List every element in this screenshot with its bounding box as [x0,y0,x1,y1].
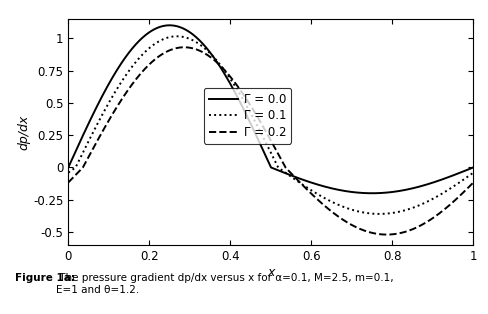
Γ = 0.2 [389,232,395,236]
Γ = 0.1 [389,211,395,215]
Γ = 0.0 [107,80,113,84]
Γ = 0.2 [470,181,476,184]
Line: Γ = 0.0: Γ = 0.0 [68,25,473,193]
X-axis label: x: x [267,266,275,279]
Γ = 0.0 [244,114,250,118]
Text: The pressure gradient dp/dx versus x for α=0.1, M=2.5, m=0.1,
E=1 and θ=1.2.: The pressure gradient dp/dx versus x for… [56,273,394,295]
Γ = 0.2 [65,181,71,184]
Γ = 0.0 [470,165,476,169]
Γ = 0.0 [369,191,375,195]
Γ = 0.2 [229,78,235,81]
Γ = 0.2 [344,220,350,224]
Y-axis label: dp/dx: dp/dx [17,114,30,149]
Γ = 0.2 [182,46,187,49]
Γ = 0.1 [107,100,113,103]
Γ = 0.1 [244,105,250,109]
Γ = 0.1 [65,171,71,175]
Γ = 0.1 [344,206,350,210]
Text: Figure 1a:: Figure 1a: [15,273,75,283]
Γ = 0.0 [344,189,350,193]
Line: Γ = 0.2: Γ = 0.2 [68,47,473,235]
Legend: Γ = 0.0, Γ = 0.1, Γ = 0.2: Γ = 0.0, Γ = 0.1, Γ = 0.2 [204,88,291,143]
Γ = 0.2 [244,98,250,102]
Γ = 0.2 [107,117,113,121]
Γ = 0.1 [382,212,388,216]
Γ = 0.2 [384,233,389,236]
Γ = 0.1 [229,80,235,84]
Γ = 0.0 [389,190,395,194]
Γ = 0.1 [376,212,382,216]
Γ = 0.2 [382,233,387,236]
Γ = 0.0 [382,191,388,195]
Γ = 0.1 [470,171,476,175]
Γ = 0.1 [174,35,180,38]
Γ = 0.0 [229,86,235,90]
Γ = 0.0 [167,24,173,27]
Line: Γ = 0.1: Γ = 0.1 [68,36,473,214]
Γ = 0.0 [65,165,71,169]
